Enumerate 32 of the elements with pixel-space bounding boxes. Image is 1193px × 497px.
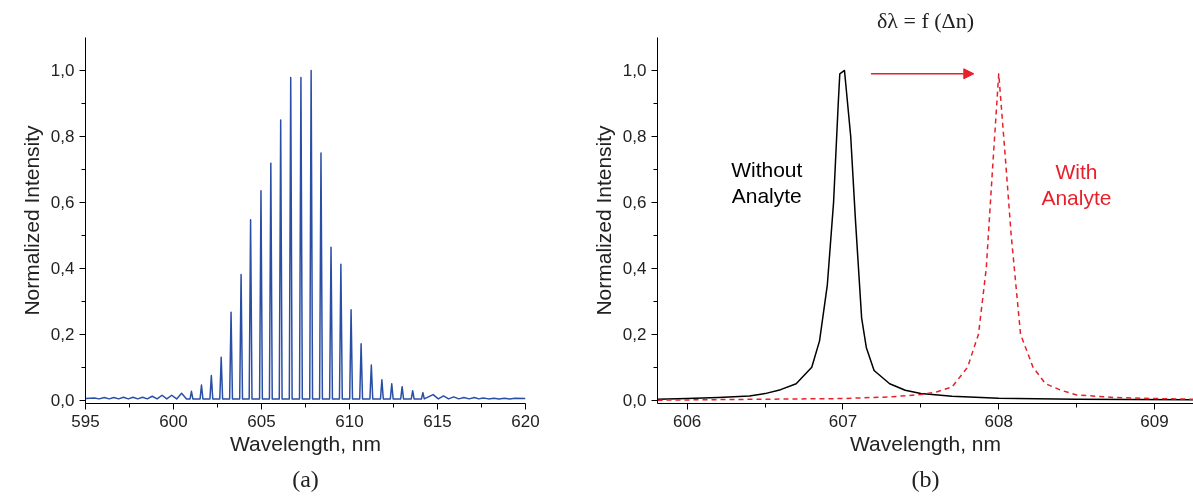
x-tick-label: 607 [828,411,858,431]
y-tick-label: 0,8 [622,127,647,147]
x-axis-title: Wavelength, nm [850,431,1001,455]
y-tick-label: 0,0 [622,391,647,411]
x-tick-label: 609 [1140,411,1169,431]
x-tick-label: 606 [672,411,702,431]
line-series [85,69,526,400]
x-axis-title: Wavelength, nm [230,431,381,455]
x-tick-label: 620 [511,411,540,431]
text: (a) [292,465,319,492]
y-tick-label: 0,8 [50,127,75,147]
x-tick-label: 608 [984,411,1013,431]
y-axis-title: Normalized Intensity [591,124,615,316]
series-label: Without Analyte [731,157,803,208]
y-tick-label: 0,6 [50,193,75,213]
text: (b) [911,465,940,492]
y-tick-label: 0,2 [50,325,75,345]
y-axis-title: Normalized Intensity [19,124,43,316]
chart-title: δλ = f (Δn) [876,7,975,33]
y-tick-label: 0,0 [50,391,75,411]
y-tick-label: 1,0 [622,61,647,81]
y-tick-label: 0,2 [622,325,647,345]
x-tick-label: 615 [423,411,452,431]
x-tick-label: 610 [335,411,364,431]
y-tick-label: 0,4 [50,259,75,279]
y-tick-label: 0,4 [622,259,647,279]
x-tick-label: 605 [247,411,276,431]
series-label: With Analyte [1041,160,1112,210]
y-tick-label: 1,0 [50,61,75,81]
y-tick-label: 0,6 [622,193,647,213]
x-tick-label: 595 [71,411,100,431]
x-tick-label: 600 [159,411,188,431]
